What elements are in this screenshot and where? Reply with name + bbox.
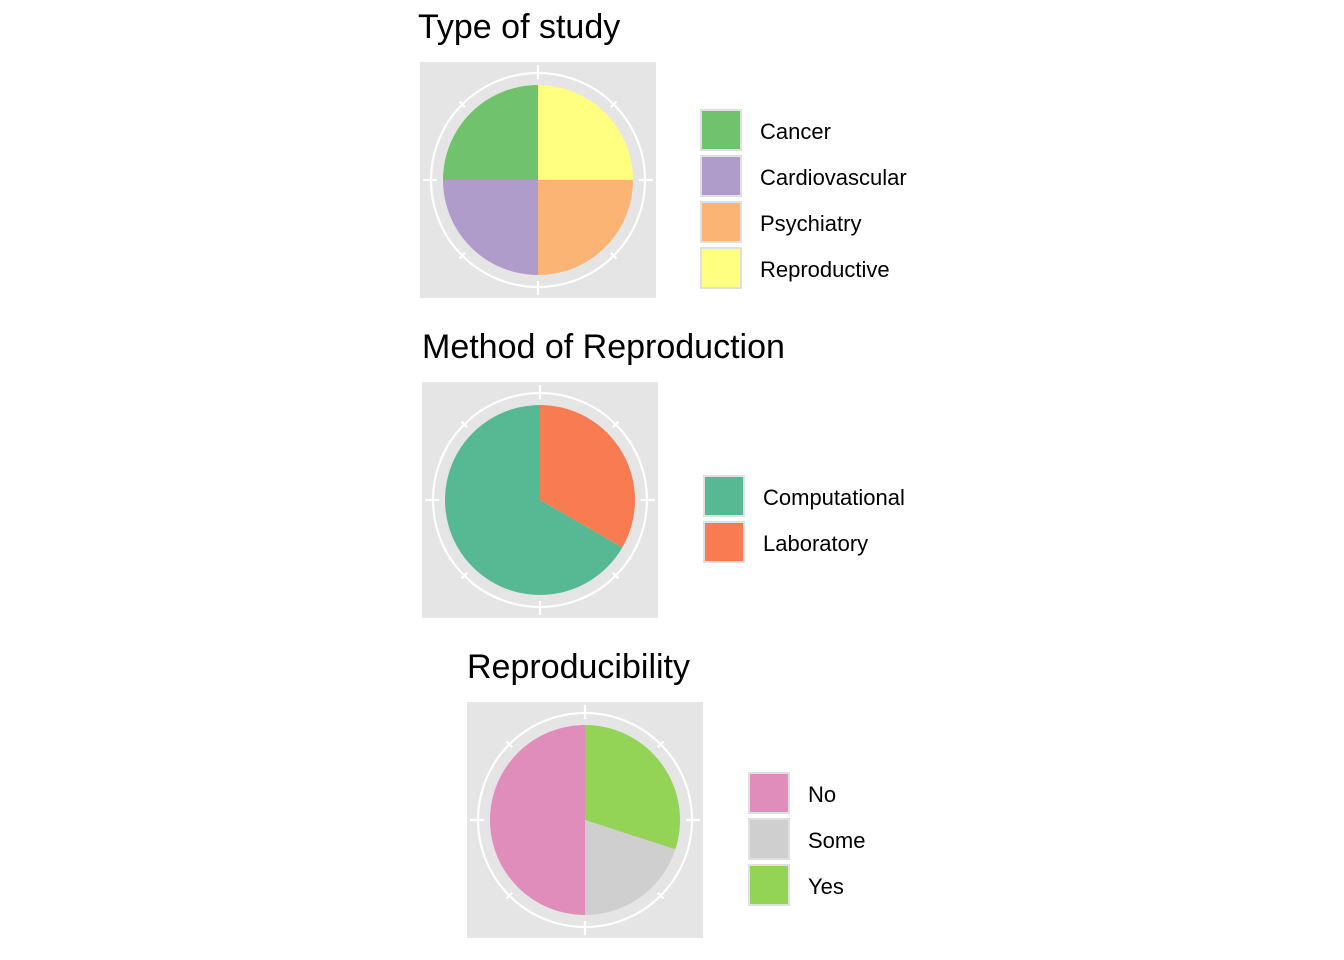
grid-tick: [460, 572, 468, 580]
legend-label: Yes: [808, 874, 844, 899]
legend-swatch: [700, 247, 742, 289]
legend-label: Psychiatry: [760, 211, 862, 236]
grid-tick: [458, 252, 466, 260]
legend-label: Laboratory: [763, 531, 869, 556]
legend-swatch: [703, 521, 745, 563]
legend-label: No: [808, 782, 837, 807]
legend-item: Cancer: [700, 109, 1000, 155]
legend-swatch: [703, 475, 745, 517]
grid-tick: [458, 100, 466, 108]
legend-swatch: [748, 818, 790, 860]
legend-item: Some: [748, 818, 1048, 864]
legend-label: Cardiovascular: [760, 165, 907, 190]
pie-svg: [470, 705, 700, 935]
pie-slice-computational: [445, 405, 623, 595]
grid-tick: [612, 572, 620, 580]
legend-item: Computational: [703, 475, 1003, 521]
legend-item: Psychiatry: [700, 201, 1000, 247]
legend-label: Some: [808, 828, 866, 853]
legend-swatch: [700, 155, 742, 197]
grid-tick: [657, 740, 665, 748]
legend-item: Cardiovascular: [700, 155, 1000, 201]
grid-tick: [505, 892, 513, 900]
pie-slice-cancer: [443, 85, 538, 180]
pie-slice-no: [490, 725, 585, 915]
legend-item: No: [748, 772, 1048, 818]
chart-title: Method of Reproduction: [422, 328, 785, 366]
legend-swatch: [700, 109, 742, 151]
legend-label: Cancer: [760, 119, 831, 144]
grid-tick: [610, 252, 618, 260]
pie-slice-cardiovascular: [443, 180, 538, 275]
plot-area: [467, 702, 703, 938]
plot-area: [420, 62, 656, 298]
pie-svg: [423, 65, 653, 295]
pie-svg: [425, 385, 655, 615]
legend-item: Laboratory: [703, 521, 1003, 567]
legend-item: Reproductive: [700, 247, 1000, 293]
grid-tick: [612, 420, 620, 428]
legend-item: Yes: [748, 864, 1048, 910]
legend-swatch: [748, 864, 790, 906]
legend-swatch: [748, 772, 790, 814]
legend-label: Reproductive: [760, 257, 890, 282]
legend-swatch: [700, 201, 742, 243]
grid-tick: [610, 100, 618, 108]
grid-tick: [657, 892, 665, 900]
grid-tick: [460, 420, 468, 428]
pie-slice-psychiatry: [538, 180, 633, 275]
pie-slice-yes: [585, 725, 680, 850]
chart-title: Type of study: [418, 8, 621, 46]
legend-label: Computational: [763, 485, 905, 510]
plot-area: [422, 382, 658, 618]
pie-slice-laboratory: [540, 405, 635, 548]
chart-title: Reproducibility: [467, 648, 690, 686]
grid-tick: [505, 740, 513, 748]
pie-slice-reproductive: [538, 85, 633, 180]
pie-slice-some: [585, 820, 676, 915]
